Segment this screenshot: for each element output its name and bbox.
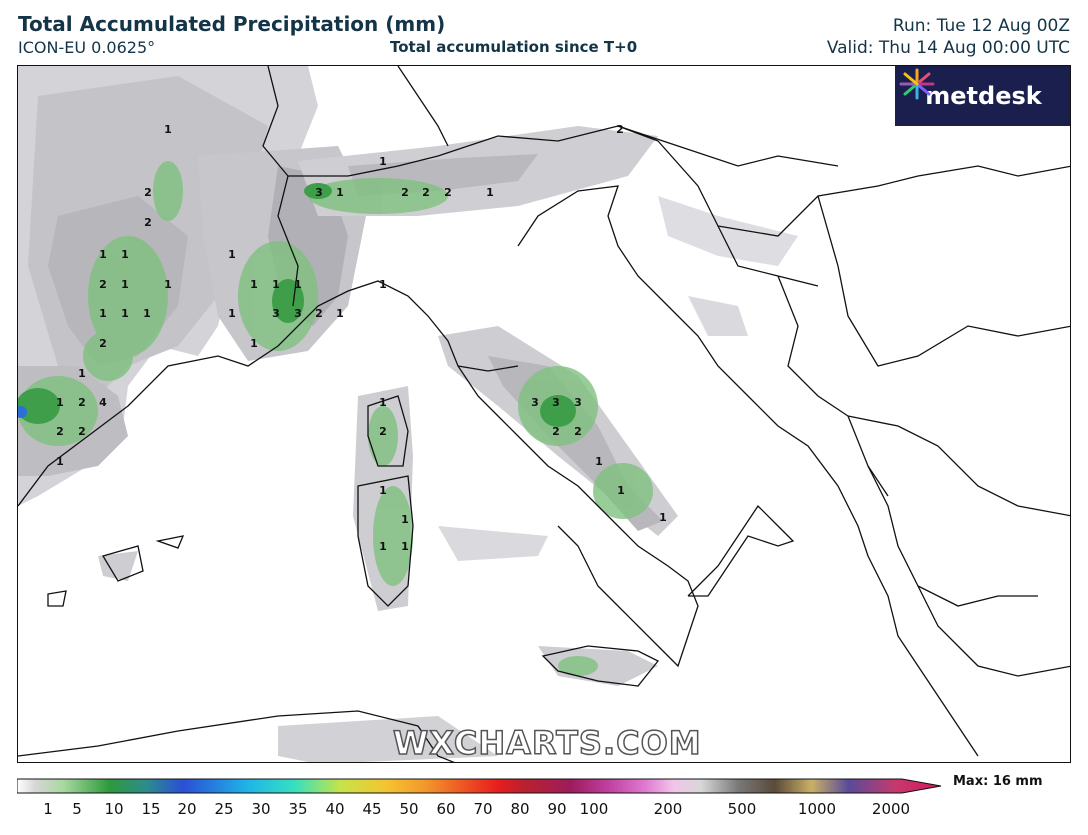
- colorbar-tick-label: 90: [547, 800, 567, 818]
- colorbar-tick-label: 20: [177, 800, 197, 818]
- map-label: 1: [56, 455, 64, 468]
- map-label: 1: [121, 248, 129, 261]
- map-label: 2: [78, 396, 86, 409]
- map-label: 1: [659, 511, 667, 524]
- map-label: 1: [121, 278, 129, 291]
- map-label: 2: [144, 216, 152, 229]
- map-label: 1: [401, 513, 409, 526]
- colorbar-tick-label: 30: [251, 800, 271, 818]
- map-label: 1: [617, 484, 625, 497]
- map-label: 1: [228, 307, 236, 320]
- map-label: 2: [99, 337, 107, 350]
- map-label: 2: [552, 425, 560, 438]
- map-label: 1: [272, 278, 280, 291]
- colorbar-tick-label: 100: [579, 800, 609, 818]
- map-label: 1: [336, 307, 344, 320]
- map-label: 1: [99, 307, 107, 320]
- map-label: 2: [574, 425, 582, 438]
- colorbar-tick-label: 40: [325, 800, 345, 818]
- map-label: 1: [379, 484, 387, 497]
- colorbar-tick-label: 25: [214, 800, 234, 818]
- map-label: 2: [444, 186, 452, 199]
- metdesk-logo-text: metdesk: [925, 82, 1042, 110]
- model-label: ICON-EU 0.0625°: [18, 38, 156, 57]
- map-label: 1: [379, 396, 387, 409]
- map-label: 3: [552, 396, 560, 409]
- colorbar-tick-label: 50: [399, 800, 419, 818]
- metdesk-logo: metdesk: [895, 66, 1070, 126]
- colorbar-tick-label: 80: [510, 800, 530, 818]
- blue-precip-core: [18, 406, 27, 418]
- map-label: 2: [422, 186, 430, 199]
- map-label: 2: [144, 186, 152, 199]
- map-label: 1: [595, 455, 603, 468]
- chart-title: Total Accumulated Precipitation (mm): [18, 12, 446, 36]
- colorbar-tick-label: 10: [104, 800, 124, 818]
- colorbar-tick-label: 60: [436, 800, 456, 818]
- map-label: 1: [228, 248, 236, 261]
- map-label: 1: [99, 248, 107, 261]
- colorbar-tick-label: 5: [72, 800, 82, 818]
- map-value-labels: 1 2 2 1 1 2 1 1 1 1 1 2 1 1 2 4 2 2 1 1 …: [56, 123, 667, 553]
- colorbar-tick-label: 45: [362, 800, 382, 818]
- map-label: 4: [99, 396, 107, 409]
- colorbar-tick-label: 200: [653, 800, 683, 818]
- map-label: 2: [99, 278, 107, 291]
- map-label: 2: [379, 425, 387, 438]
- map-label: 1: [143, 307, 151, 320]
- map-label: 3: [272, 307, 280, 320]
- map-label: 2: [616, 123, 624, 136]
- colorbar-tick-label: 2000: [871, 800, 911, 818]
- map-label: 2: [401, 186, 409, 199]
- map-label: 1: [379, 278, 387, 291]
- max-value-label: Max: 16 mm: [953, 774, 1043, 789]
- map-label: 2: [78, 425, 86, 438]
- map-label: 1: [250, 278, 258, 291]
- valid-time: Valid: Thu 14 Aug 00:00 UTC: [826, 38, 1070, 58]
- colorbar-tick-label: 35: [288, 800, 308, 818]
- map-label: 1: [379, 155, 387, 168]
- colorbar-tick-label: 70: [473, 800, 493, 818]
- map-label: 1: [401, 540, 409, 553]
- map-canvas: 1 2 2 1 1 2 1 1 1 1 1 2 1 1 2 4 2 2 1 1 …: [18, 66, 1070, 762]
- map-label: 1: [164, 278, 172, 291]
- map-label: 2: [315, 307, 323, 320]
- map-label: 1: [379, 540, 387, 553]
- map-label: 1: [164, 123, 172, 136]
- map-label: 3: [574, 396, 582, 409]
- precipitation-colorbar: [17, 778, 942, 794]
- map-label: 1: [78, 367, 86, 380]
- run-time: Run: Tue 12 Aug 00Z: [892, 16, 1070, 36]
- map-label: 1: [336, 186, 344, 199]
- metdesk-star-icon: [899, 68, 935, 100]
- colorbar-tick-label: 500: [727, 800, 757, 818]
- colorbar-tick-label: 1000: [797, 800, 837, 818]
- map-label: 1: [294, 278, 302, 291]
- dark-green-cores: [18, 183, 576, 427]
- map-label: 1: [56, 396, 64, 409]
- wxcharts-watermark: WXCHARTS.COM: [392, 723, 702, 762]
- map-label: 1: [121, 307, 129, 320]
- map-label: 2: [56, 425, 64, 438]
- map-label: 1: [250, 337, 258, 350]
- accumulation-subtitle: Total accumulation since T+0: [390, 38, 638, 56]
- coastlines-and-borders: [18, 66, 1070, 762]
- map-label: 3: [315, 186, 323, 199]
- map-label: 1: [486, 186, 494, 199]
- precipitation-map: 1 2 2 1 1 2 1 1 1 1 1 2 1 1 2 4 2 2 1 1 …: [17, 65, 1071, 763]
- colorbar-tick-label: 1: [43, 800, 53, 818]
- map-label: 3: [294, 307, 302, 320]
- map-label: 3: [531, 396, 539, 409]
- colorbar-tick-label: 15: [141, 800, 161, 818]
